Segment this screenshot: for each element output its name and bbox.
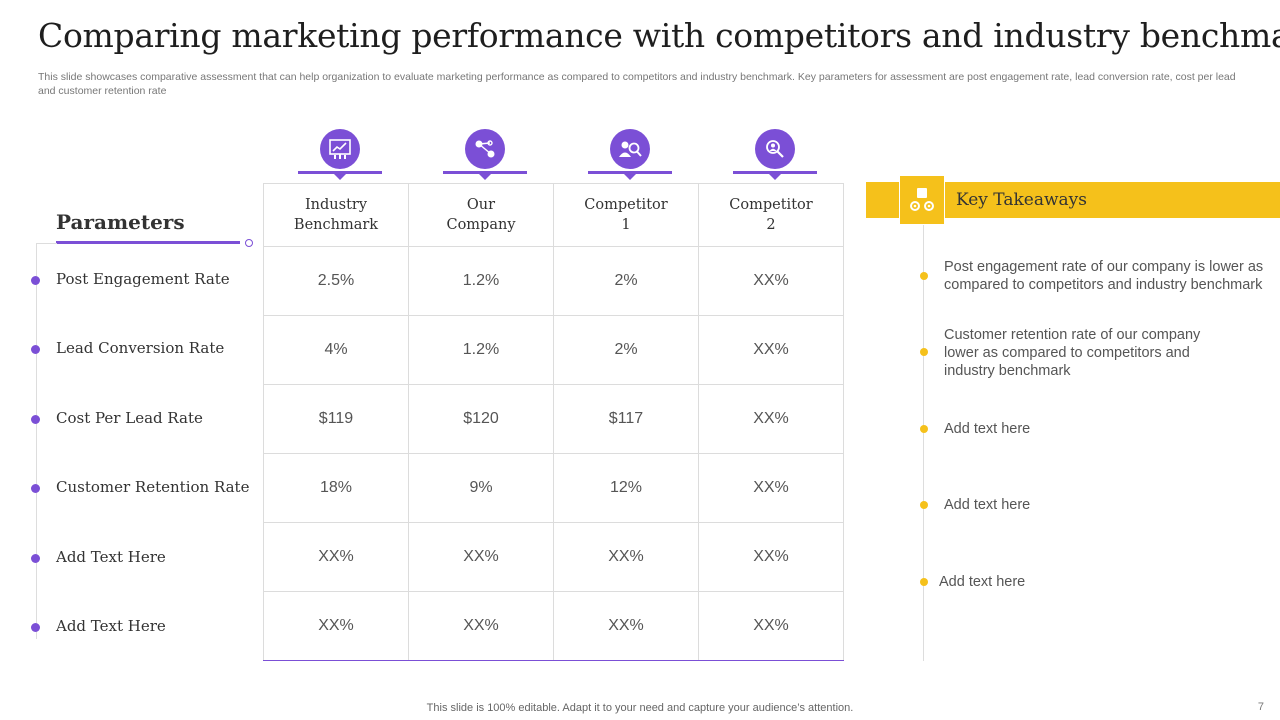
table-row: XX% XX% XX% XX% xyxy=(263,522,844,592)
table-cell: 4% xyxy=(263,315,409,385)
parameter-item: Lead Conversion Rate xyxy=(31,339,261,359)
column-icon-bar xyxy=(733,171,817,174)
chart-presentation-icon xyxy=(320,129,360,169)
table-cell: 2% xyxy=(553,246,699,316)
takeaway-bullet xyxy=(920,578,928,586)
table-cell: XX% xyxy=(698,315,844,385)
takeaway-text: Add text here xyxy=(944,497,1031,513)
table-cell: $117 xyxy=(553,384,699,454)
page-number: 7 xyxy=(1257,701,1264,713)
takeaway-bullet xyxy=(920,501,928,509)
table-cell: 12% xyxy=(553,453,699,523)
table-cell: XX% xyxy=(408,522,554,592)
takeaway-text: Add text here xyxy=(944,421,1031,437)
table-cell: XX% xyxy=(408,591,554,661)
column-header: Industry Benchmark xyxy=(263,183,409,247)
table-row: 2.5% 1.2% 2% XX% xyxy=(263,246,844,316)
parameters-bracket-line xyxy=(36,243,57,639)
parameters-underline-end xyxy=(245,239,253,247)
column-header: Competitor 2 xyxy=(698,183,844,247)
parameter-item: Customer Retention Rate xyxy=(31,478,261,498)
table-row: 4% 1.2% 2% XX% xyxy=(263,315,844,385)
column-icon-pointer xyxy=(623,173,637,180)
column-icon-bar xyxy=(588,171,672,174)
table-cell: $119 xyxy=(263,384,409,454)
parameter-bullet xyxy=(31,623,40,632)
table-cell: XX% xyxy=(553,522,699,592)
parameter-label: Cost Per Lead Rate xyxy=(56,409,203,427)
parameter-item: Post Engagement Rate xyxy=(31,270,261,290)
team-search-icon xyxy=(610,129,650,169)
parameter-bullet xyxy=(31,345,40,354)
column-icon-bar xyxy=(298,171,382,174)
slide-title: Comparing marketing performance with com… xyxy=(38,16,1280,55)
table-cell: XX% xyxy=(698,522,844,592)
parameter-bullet xyxy=(31,484,40,493)
parameter-label: Customer Retention Rate xyxy=(56,478,250,496)
table-row: XX% XX% XX% XX% xyxy=(263,591,844,661)
slide-footer: This slide is 100% editable. Adapt it to… xyxy=(426,702,854,714)
parameter-label: Post Engagement Rate xyxy=(56,270,230,288)
parameter-label: Add Text Here xyxy=(56,617,166,635)
table-cell: 2.5% xyxy=(263,246,409,316)
parameter-bullet xyxy=(31,554,40,563)
table-cell: $120 xyxy=(408,384,554,454)
parameter-label: Lead Conversion Rate xyxy=(56,339,225,357)
table-cell: XX% xyxy=(698,384,844,454)
network-nodes-icon xyxy=(465,129,505,169)
column-icon-pointer xyxy=(478,173,492,180)
key-takeaways-title: Key Takeaways xyxy=(956,190,1087,210)
column-icon-pointer xyxy=(333,173,347,180)
table-cell: XX% xyxy=(698,453,844,523)
parameters-underline xyxy=(56,241,240,244)
parameter-label: Add Text Here xyxy=(56,548,166,566)
parameter-bullet xyxy=(31,276,40,285)
puzzle-gears-icon xyxy=(899,175,945,225)
column-icon-industry-benchmark xyxy=(298,129,382,181)
table-cell: 1.2% xyxy=(408,246,554,316)
table-row: 18% 9% 12% XX% xyxy=(263,453,844,523)
table-cell: 2% xyxy=(553,315,699,385)
takeaway-bullet xyxy=(920,425,928,433)
parameters-title: Parameters xyxy=(56,210,185,234)
table-cell: XX% xyxy=(698,246,844,316)
table-cell: 9% xyxy=(408,453,554,523)
table-row: $119 $120 $117 XX% xyxy=(263,384,844,454)
table-header-row: Industry Benchmark Our Company Competitor 1… xyxy=(263,183,844,247)
takeaway-text: Add text here xyxy=(939,574,1026,590)
takeaway-text: Customer retention rate of our company l… xyxy=(944,327,1201,379)
key-takeaways-timeline xyxy=(923,225,924,661)
column-icon-competitor-2 xyxy=(733,129,817,181)
column-icon-bar xyxy=(443,171,527,174)
parameter-bullet xyxy=(31,415,40,424)
table-cell: 1.2% xyxy=(408,315,554,385)
table-cell: XX% xyxy=(263,522,409,592)
parameter-item: Add Text Here xyxy=(31,617,261,637)
people-magnifier-icon xyxy=(755,129,795,169)
column-icon-pointer xyxy=(768,173,782,180)
column-header: Our Company xyxy=(408,183,554,247)
column-icon-our-company xyxy=(443,129,527,181)
column-icon-competitor-1 xyxy=(588,129,672,181)
parameter-item: Cost Per Lead Rate xyxy=(31,409,261,429)
takeaway-text: Post engagement rate of our company is l… xyxy=(944,259,1264,293)
table-cell: XX% xyxy=(263,591,409,661)
table-cell: XX% xyxy=(553,591,699,661)
comparison-table: Industry Benchmark Our Company Competitor 1… xyxy=(263,183,844,661)
table-cell: XX% xyxy=(698,591,844,661)
takeaway-bullet xyxy=(920,348,928,356)
column-header: Competitor 1 xyxy=(553,183,699,247)
takeaway-bullet xyxy=(920,272,928,280)
parameter-item: Add Text Here xyxy=(31,548,261,568)
slide-subtitle: This slide showcases comparative assessm… xyxy=(38,71,1236,97)
table-cell: 18% xyxy=(263,453,409,523)
